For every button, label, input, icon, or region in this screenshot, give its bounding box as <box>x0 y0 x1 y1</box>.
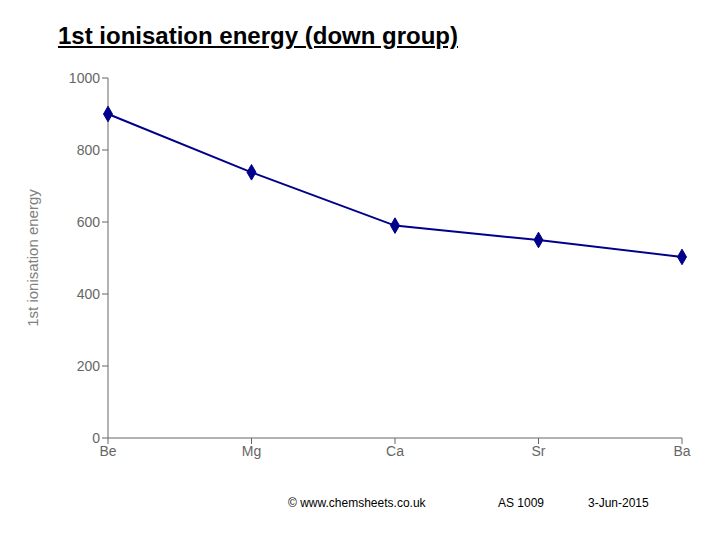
svg-text:Mg: Mg <box>242 443 261 459</box>
html-text:1st ionisation energy (down gr: 1st ionisation energy (down group) <box>58 22 458 49</box>
html-text:© www.chemsheets.co.uk: © www.chemsheets.co.uk <box>288 496 426 510</box>
svg-text:Sr: Sr <box>532 443 546 459</box>
svg-text:200: 200 <box>77 358 101 374</box>
svg-text:600: 600 <box>77 214 101 230</box>
svg-text:Be: Be <box>99 443 116 459</box>
html-text:AS 1009: AS 1009 <box>498 496 544 510</box>
html-text:3-Jun-2015: 3-Jun-2015 <box>588 496 649 510</box>
svg-text:0: 0 <box>92 430 100 446</box>
svg-text:800: 800 <box>77 142 101 158</box>
svg-text:Ca: Ca <box>386 443 404 459</box>
svg-text:400: 400 <box>77 286 101 302</box>
svg-text:Ba: Ba <box>673 443 690 459</box>
svg-text:1st ionisation energy: 1st ionisation energy <box>24 189 41 327</box>
svg-text:1000: 1000 <box>69 70 100 86</box>
